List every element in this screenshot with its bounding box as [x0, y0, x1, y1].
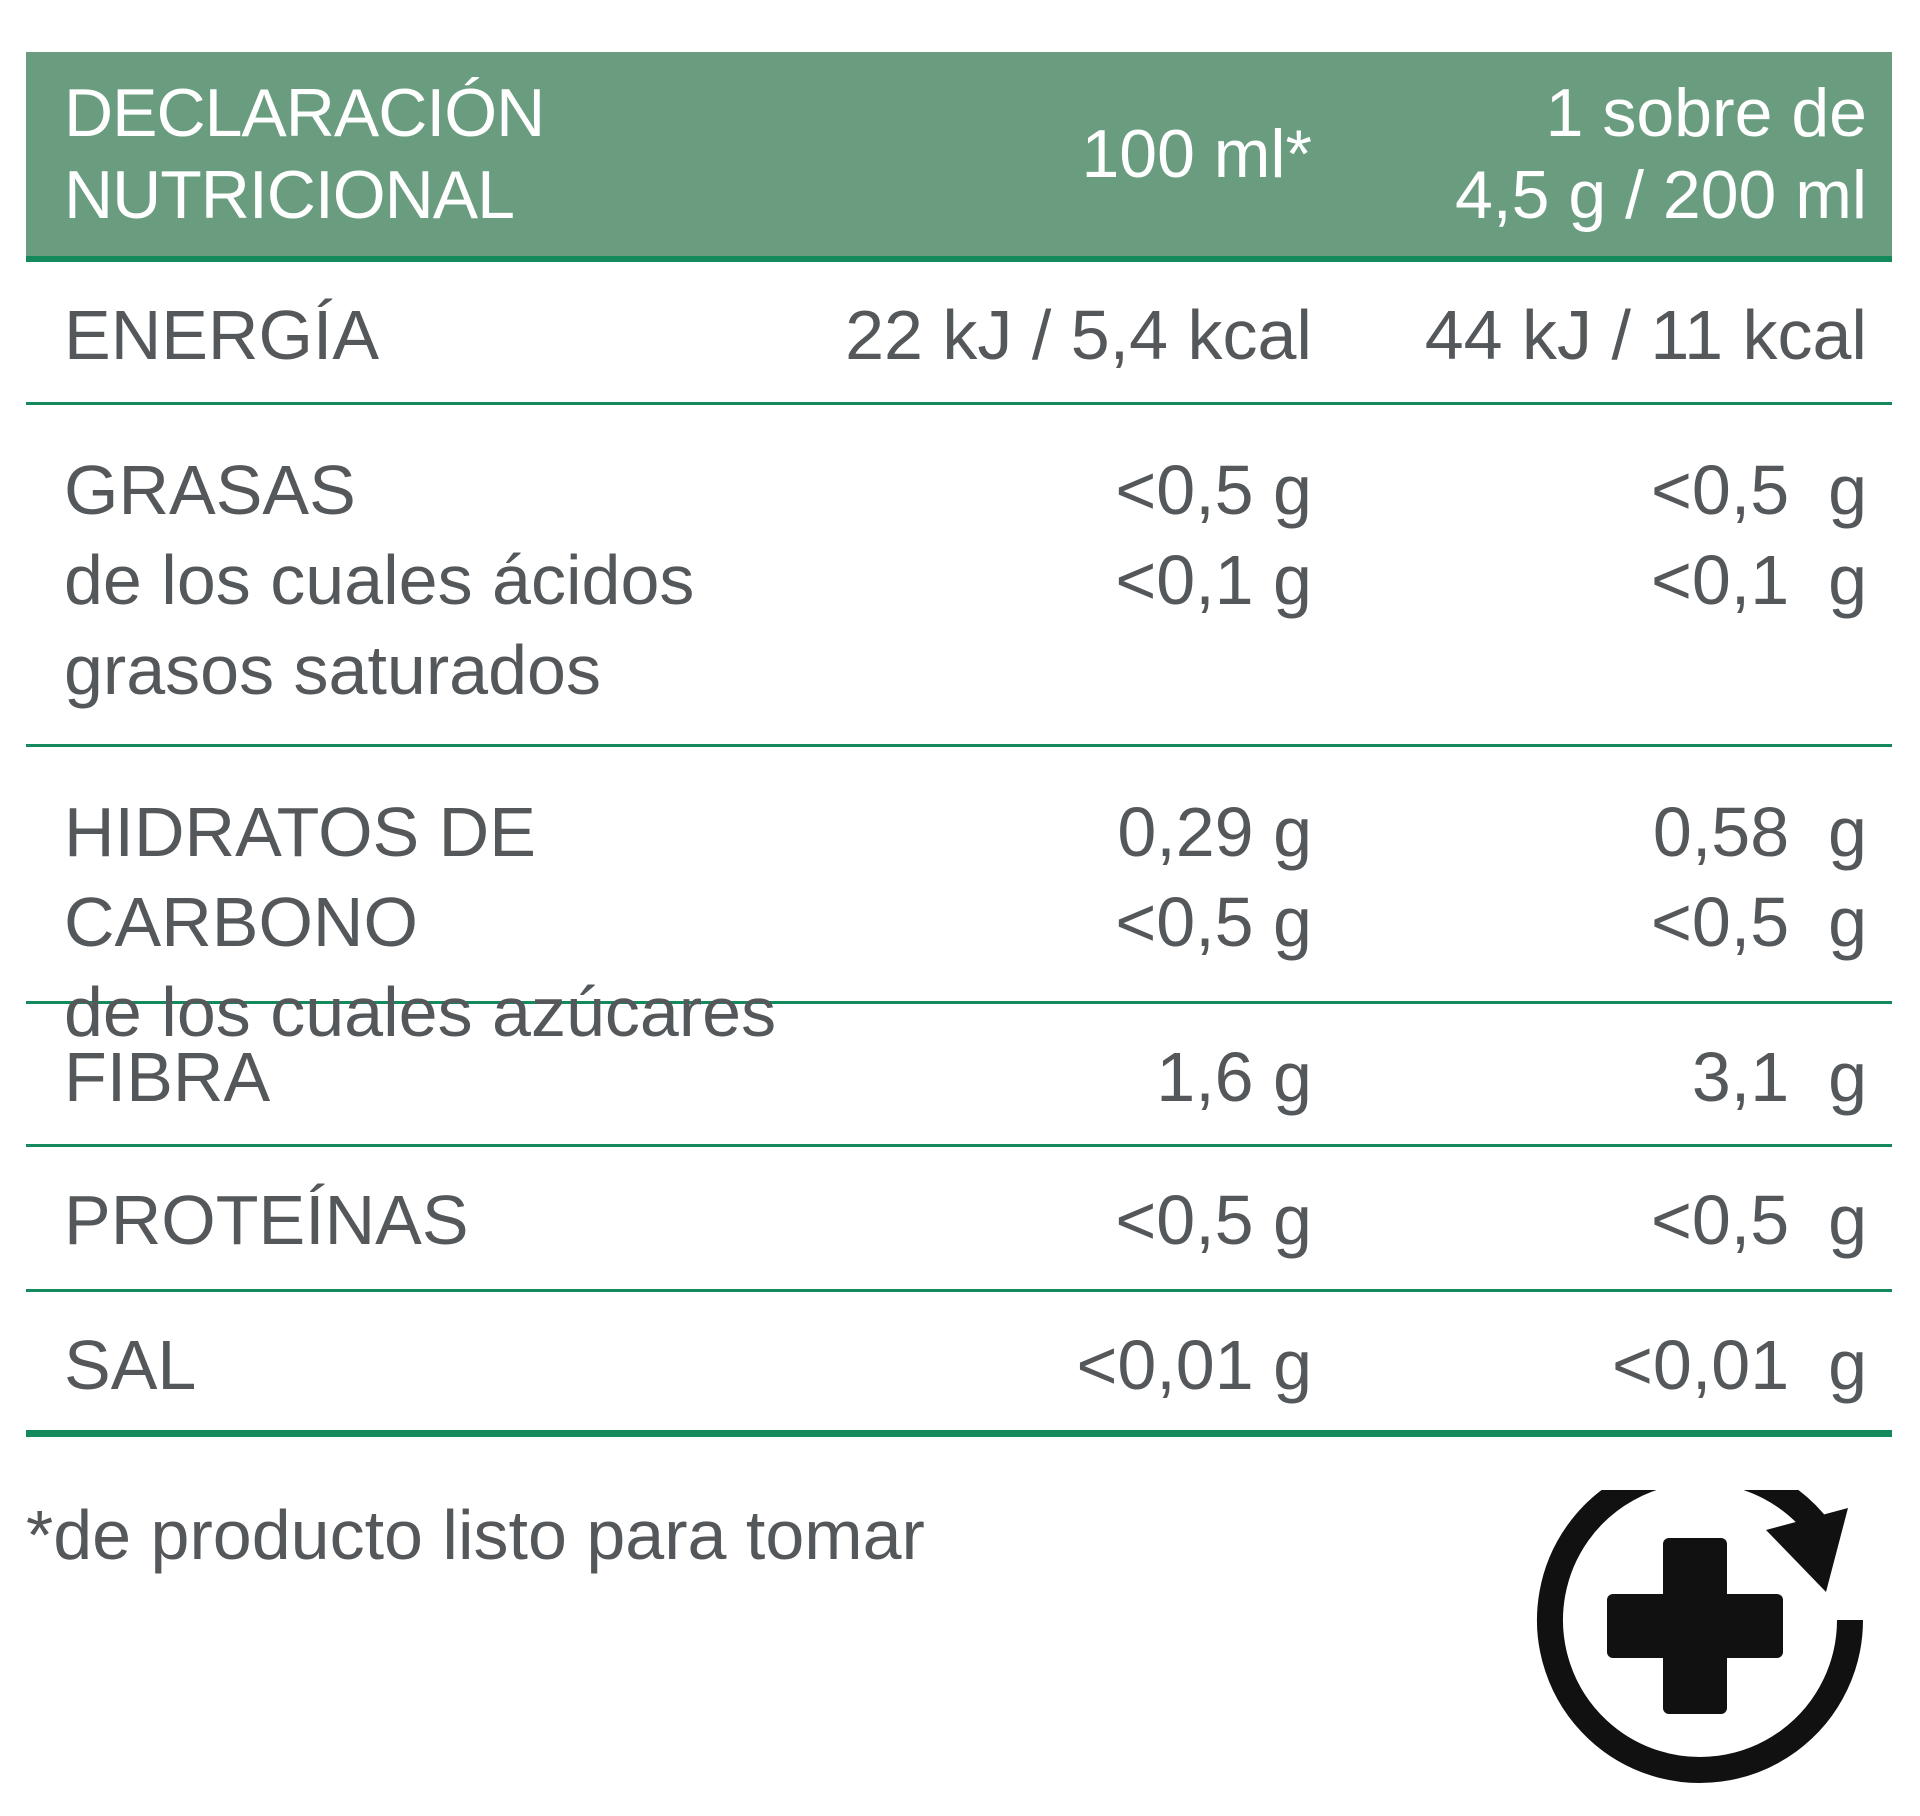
table-row-energia: ENERGÍA 22 kJ / 5,4 kcal 44 kJ / 11 kcal	[26, 262, 1892, 405]
nutrient-name: FIBRA	[64, 1038, 271, 1116]
header-col-per-100ml: 100 ml*	[1081, 116, 1312, 192]
table-row-hidratos: HIDRATOS DE CARBONO de los cuales azúcar…	[26, 747, 1892, 1051]
nutrient-name: ENERGÍA	[64, 296, 380, 374]
nutrient-subname: de los cuales azúcares	[64, 973, 777, 1051]
table-row-sal: SAL <0,01 g <0,01 g	[26, 1292, 1892, 1437]
nutrient-name: PROTEÍNAS	[64, 1181, 469, 1259]
value-per-sachet: <0,5 g	[1650, 883, 1867, 961]
value-per-sachet: 44 kJ / 11 kcal	[1424, 296, 1867, 374]
nutrient-subname: grasos saturados	[64, 631, 601, 709]
pharmacy-cross-refresh-icon	[1520, 1457, 1900, 1810]
nutrient-name: HIDRATOS DE CARBONO	[64, 793, 536, 961]
value-per-100ml: <0,5 g	[1115, 451, 1312, 529]
header-title-line2: NUTRICIONAL	[64, 157, 515, 233]
value-per-sachet: <0,5 g	[1650, 1181, 1867, 1259]
header-title: DECLARACIÓN NUTRICIONAL	[26, 72, 812, 236]
value-per-100ml: <0,01 g	[1076, 1326, 1313, 1404]
table-header: DECLARACIÓN NUTRICIONAL 100 ml* 1 sobre …	[26, 52, 1892, 262]
table-row-grasas: GRASAS de los cuales ácidos grasos satur…	[26, 405, 1892, 747]
header-col-per-sachet-line2: 4,5 g / 200 ml	[1454, 157, 1867, 233]
value-per-100ml: 1,6 g	[1156, 1038, 1312, 1116]
header-title-line1: DECLARACIÓN	[64, 75, 545, 151]
nutrient-subname: de los cuales ácidos	[64, 541, 695, 619]
value-per-sachet: 3,1 g	[1691, 1038, 1867, 1116]
value-per-100ml: 22 kJ / 5,4 kcal	[845, 296, 1312, 374]
footnote: *de producto listo para tomar	[26, 1496, 925, 1574]
table-row-proteinas: PROTEÍNAS <0,5 g <0,5 g	[26, 1147, 1892, 1292]
nutrient-name: GRASAS	[64, 451, 356, 529]
value-per-sachet: <0,1 g	[1650, 541, 1867, 619]
value-per-100ml: <0,1 g	[1115, 541, 1312, 619]
value-per-100ml: 0,29 g	[1117, 793, 1312, 871]
value-per-sachet: <0,01 g	[1612, 1326, 1867, 1404]
nutrition-table: DECLARACIÓN NUTRICIONAL 100 ml* 1 sobre …	[26, 52, 1892, 1437]
value-per-100ml: <0,5 g	[1115, 883, 1312, 961]
value-per-sachet: 0,58 g	[1652, 793, 1867, 871]
nutrient-name: SAL	[64, 1326, 197, 1404]
header-col-per-sachet: 1 sobre de 4,5 g / 200 ml	[1312, 72, 1867, 236]
table-row-fibra: FIBRA 1,6 g 3,1 g	[26, 1004, 1892, 1147]
value-per-100ml: <0,5 g	[1115, 1181, 1312, 1259]
value-per-sachet: <0,5 g	[1650, 451, 1867, 529]
header-col-per-sachet-line1: 1 sobre de	[1545, 75, 1867, 151]
